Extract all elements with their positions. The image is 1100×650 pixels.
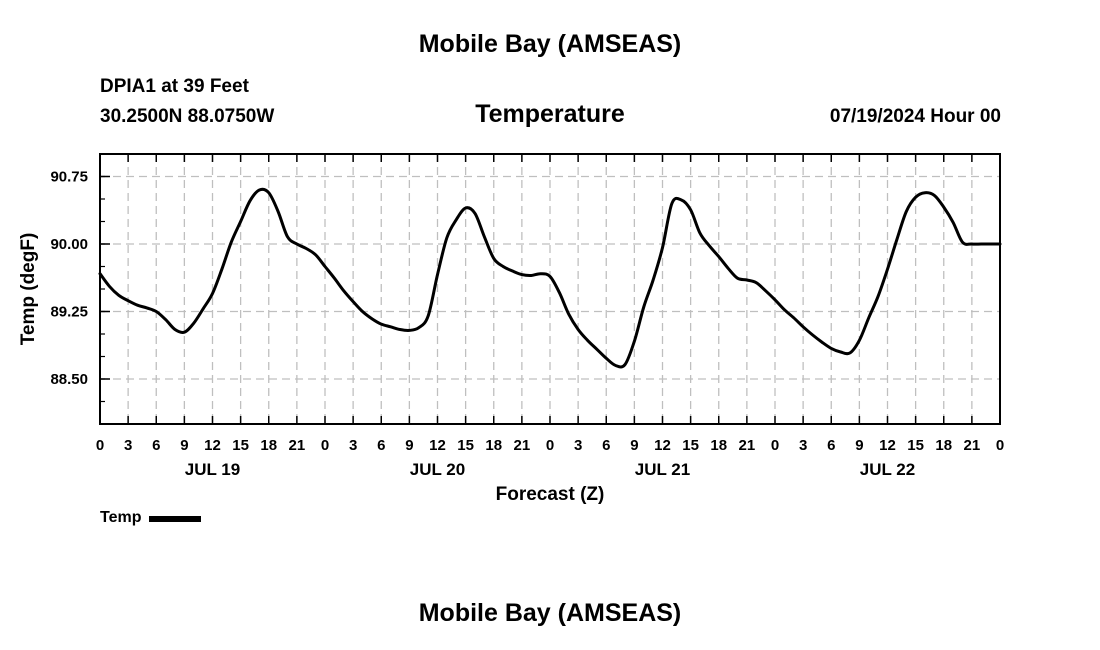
x-tick-label: 9 [855, 437, 863, 454]
x-date-label: JUL 21 [635, 460, 690, 479]
series-layer [98, 187, 1002, 369]
region-title-bottom: Mobile Bay (AMSEAS) [418, 599, 682, 627]
x-tick-label: 18 [710, 437, 727, 454]
x-tick-label: 18 [260, 437, 277, 454]
x-tick-label: 9 [630, 437, 638, 454]
x-tick-label: 18 [935, 437, 952, 454]
x-date-label: JUL 22 [860, 460, 915, 479]
x-tick-label: 18 [485, 437, 502, 454]
x-date-label: JUL 19 [185, 460, 240, 479]
plot-frame [99, 153, 1001, 425]
x-tick-label: 21 [289, 437, 306, 454]
x-tick-label: 3 [124, 437, 132, 454]
x-tick-label: 12 [429, 437, 446, 454]
legend-swatch-temp [149, 516, 202, 522]
chart-title: Temperature [475, 100, 625, 128]
y-tick-label: 88.50 [50, 371, 88, 388]
x-tick-label: 6 [827, 437, 835, 454]
x-tick-label: 21 [964, 437, 981, 454]
x-tick-label: 15 [907, 437, 924, 454]
x-tick-label: 6 [152, 437, 160, 454]
x-tick-label: 6 [602, 437, 610, 454]
x-tick-label: 15 [457, 437, 474, 454]
legend: Temp [100, 509, 202, 527]
x-tick-label: 0 [996, 437, 1004, 454]
x-tick-label: 12 [654, 437, 671, 454]
x-tick-label: 12 [879, 437, 896, 454]
x-tick-label: 3 [799, 437, 807, 454]
x-tick-label: 0 [96, 437, 104, 454]
x-tick-label: 0 [771, 437, 779, 454]
series-line-temp [98, 187, 1002, 369]
y-tick-label: 90.75 [50, 169, 88, 186]
x-tick-label: 15 [682, 437, 699, 454]
x-tick-label: 21 [739, 437, 756, 454]
y-axis-ticks: 88.50 89.25 90.00 90.75 [50, 153, 110, 425]
region-title-top: Mobile Bay (AMSEAS) [418, 30, 682, 58]
y-axis-label: Temp (degF) [18, 233, 39, 346]
x-tick-label: 15 [232, 437, 249, 454]
station-label: DPIA1 at 39 Feet [100, 76, 249, 97]
x-axis-label: Forecast (Z) [496, 484, 605, 505]
x-date-label: JUL 20 [410, 460, 465, 479]
x-tick-label: 9 [180, 437, 188, 454]
station-coordinates: 30.2500N 88.0750W [100, 106, 275, 127]
y-tick-label: 90.00 [50, 236, 88, 253]
x-tick-label: 0 [546, 437, 554, 454]
grid-layer [100, 154, 1000, 424]
x-tick-label: 3 [349, 437, 357, 454]
x-tick-label: 0 [321, 437, 329, 454]
legend-label-temp: Temp [100, 509, 142, 526]
x-tick-label: 6 [377, 437, 385, 454]
x-tick-label: 3 [574, 437, 582, 454]
y-tick-label: 89.25 [50, 304, 88, 321]
x-tick-label: 21 [514, 437, 531, 454]
forecast-run-time: 07/19/2024 Hour 00 [829, 106, 1001, 127]
x-tick-label: 12 [204, 437, 221, 454]
x-axis-ticks: 0 3 6 9 12 15 18 21 0 3 6 9 12 15 18 21 0 3 6 9 12 15 18 21 0 3 6 9… [96, 154, 1004, 479]
x-tick-label: 9 [405, 437, 413, 454]
